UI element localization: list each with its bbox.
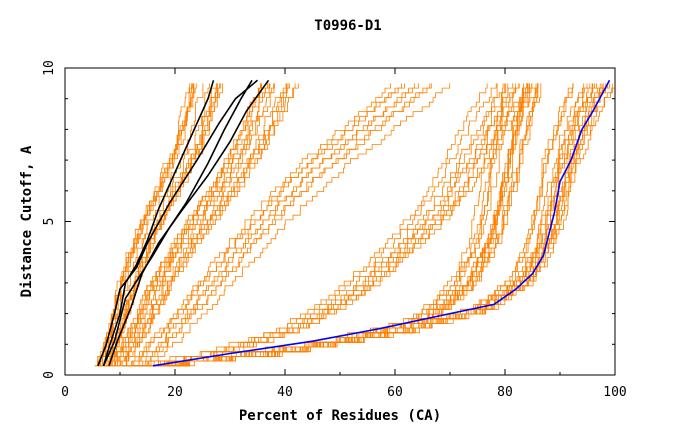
model-curve-4-17 [143, 83, 594, 367]
model-curve-2-5 [145, 83, 451, 367]
model-curve-2-2 [141, 83, 431, 367]
x-tick-label-3: 60 [387, 385, 403, 400]
y-tick-label-0: 0 [42, 371, 57, 379]
x-tick-label-4: 80 [497, 385, 513, 400]
model-curve-1-11 [114, 83, 268, 367]
model-curve-4-14 [148, 83, 610, 367]
highlight-curve-4 [152, 79, 611, 367]
x-tick-label-5: 100 [603, 385, 626, 400]
x-axis-label: Percent of Residues (CA) [239, 408, 441, 424]
model-curve-5-9 [134, 83, 533, 367]
chart-title: T0996-D1 [314, 18, 381, 34]
model-curve-1-1 [114, 83, 275, 367]
model-curve-5-6 [123, 83, 497, 367]
model-curve-1-9 [124, 83, 299, 367]
model-curve-1-10 [113, 83, 274, 367]
model-curve-3-7 [148, 83, 528, 367]
x-tick-label-1: 20 [167, 385, 183, 400]
x-axis-ticks: 0 20 40 60 80 100 [61, 68, 627, 400]
model-curve-4-9 [129, 83, 574, 367]
model-curve-2-4 [131, 83, 402, 366]
model-curve-1-13 [107, 83, 262, 367]
model-curves [94, 83, 616, 367]
model-curve-5-5 [138, 83, 538, 367]
model-curve-2-1 [127, 83, 391, 367]
x-tick-label-2: 40 [277, 385, 293, 400]
y-axis-label: Distance Cutoff, A [19, 145, 35, 297]
model-curve-4-3 [137, 83, 593, 367]
model-curve-2-6 [135, 83, 419, 367]
model-curve-0-4 [102, 83, 204, 367]
model-curve-0-7 [98, 83, 193, 366]
highlight-curve-1 [97, 79, 259, 367]
highlighted-curves [97, 79, 611, 367]
y-axis-ticks: 0 5 10 [42, 60, 615, 379]
model-curve-5-7 [127, 83, 504, 367]
y-tick-label-1: 5 [42, 218, 57, 226]
model-curve-0-13 [97, 83, 191, 366]
highlight-curve-0 [102, 80, 215, 367]
model-curve-2-7 [142, 83, 432, 367]
x-tick-label-0: 0 [61, 385, 69, 400]
model-curve-1-12 [120, 83, 288, 366]
model-curve-3-11 [150, 83, 530, 367]
model-curve-4-16 [138, 83, 591, 367]
model-curve-0-11 [110, 83, 223, 367]
highlight-curve-3 [102, 79, 253, 367]
y-tick-label-2: 10 [42, 60, 57, 76]
